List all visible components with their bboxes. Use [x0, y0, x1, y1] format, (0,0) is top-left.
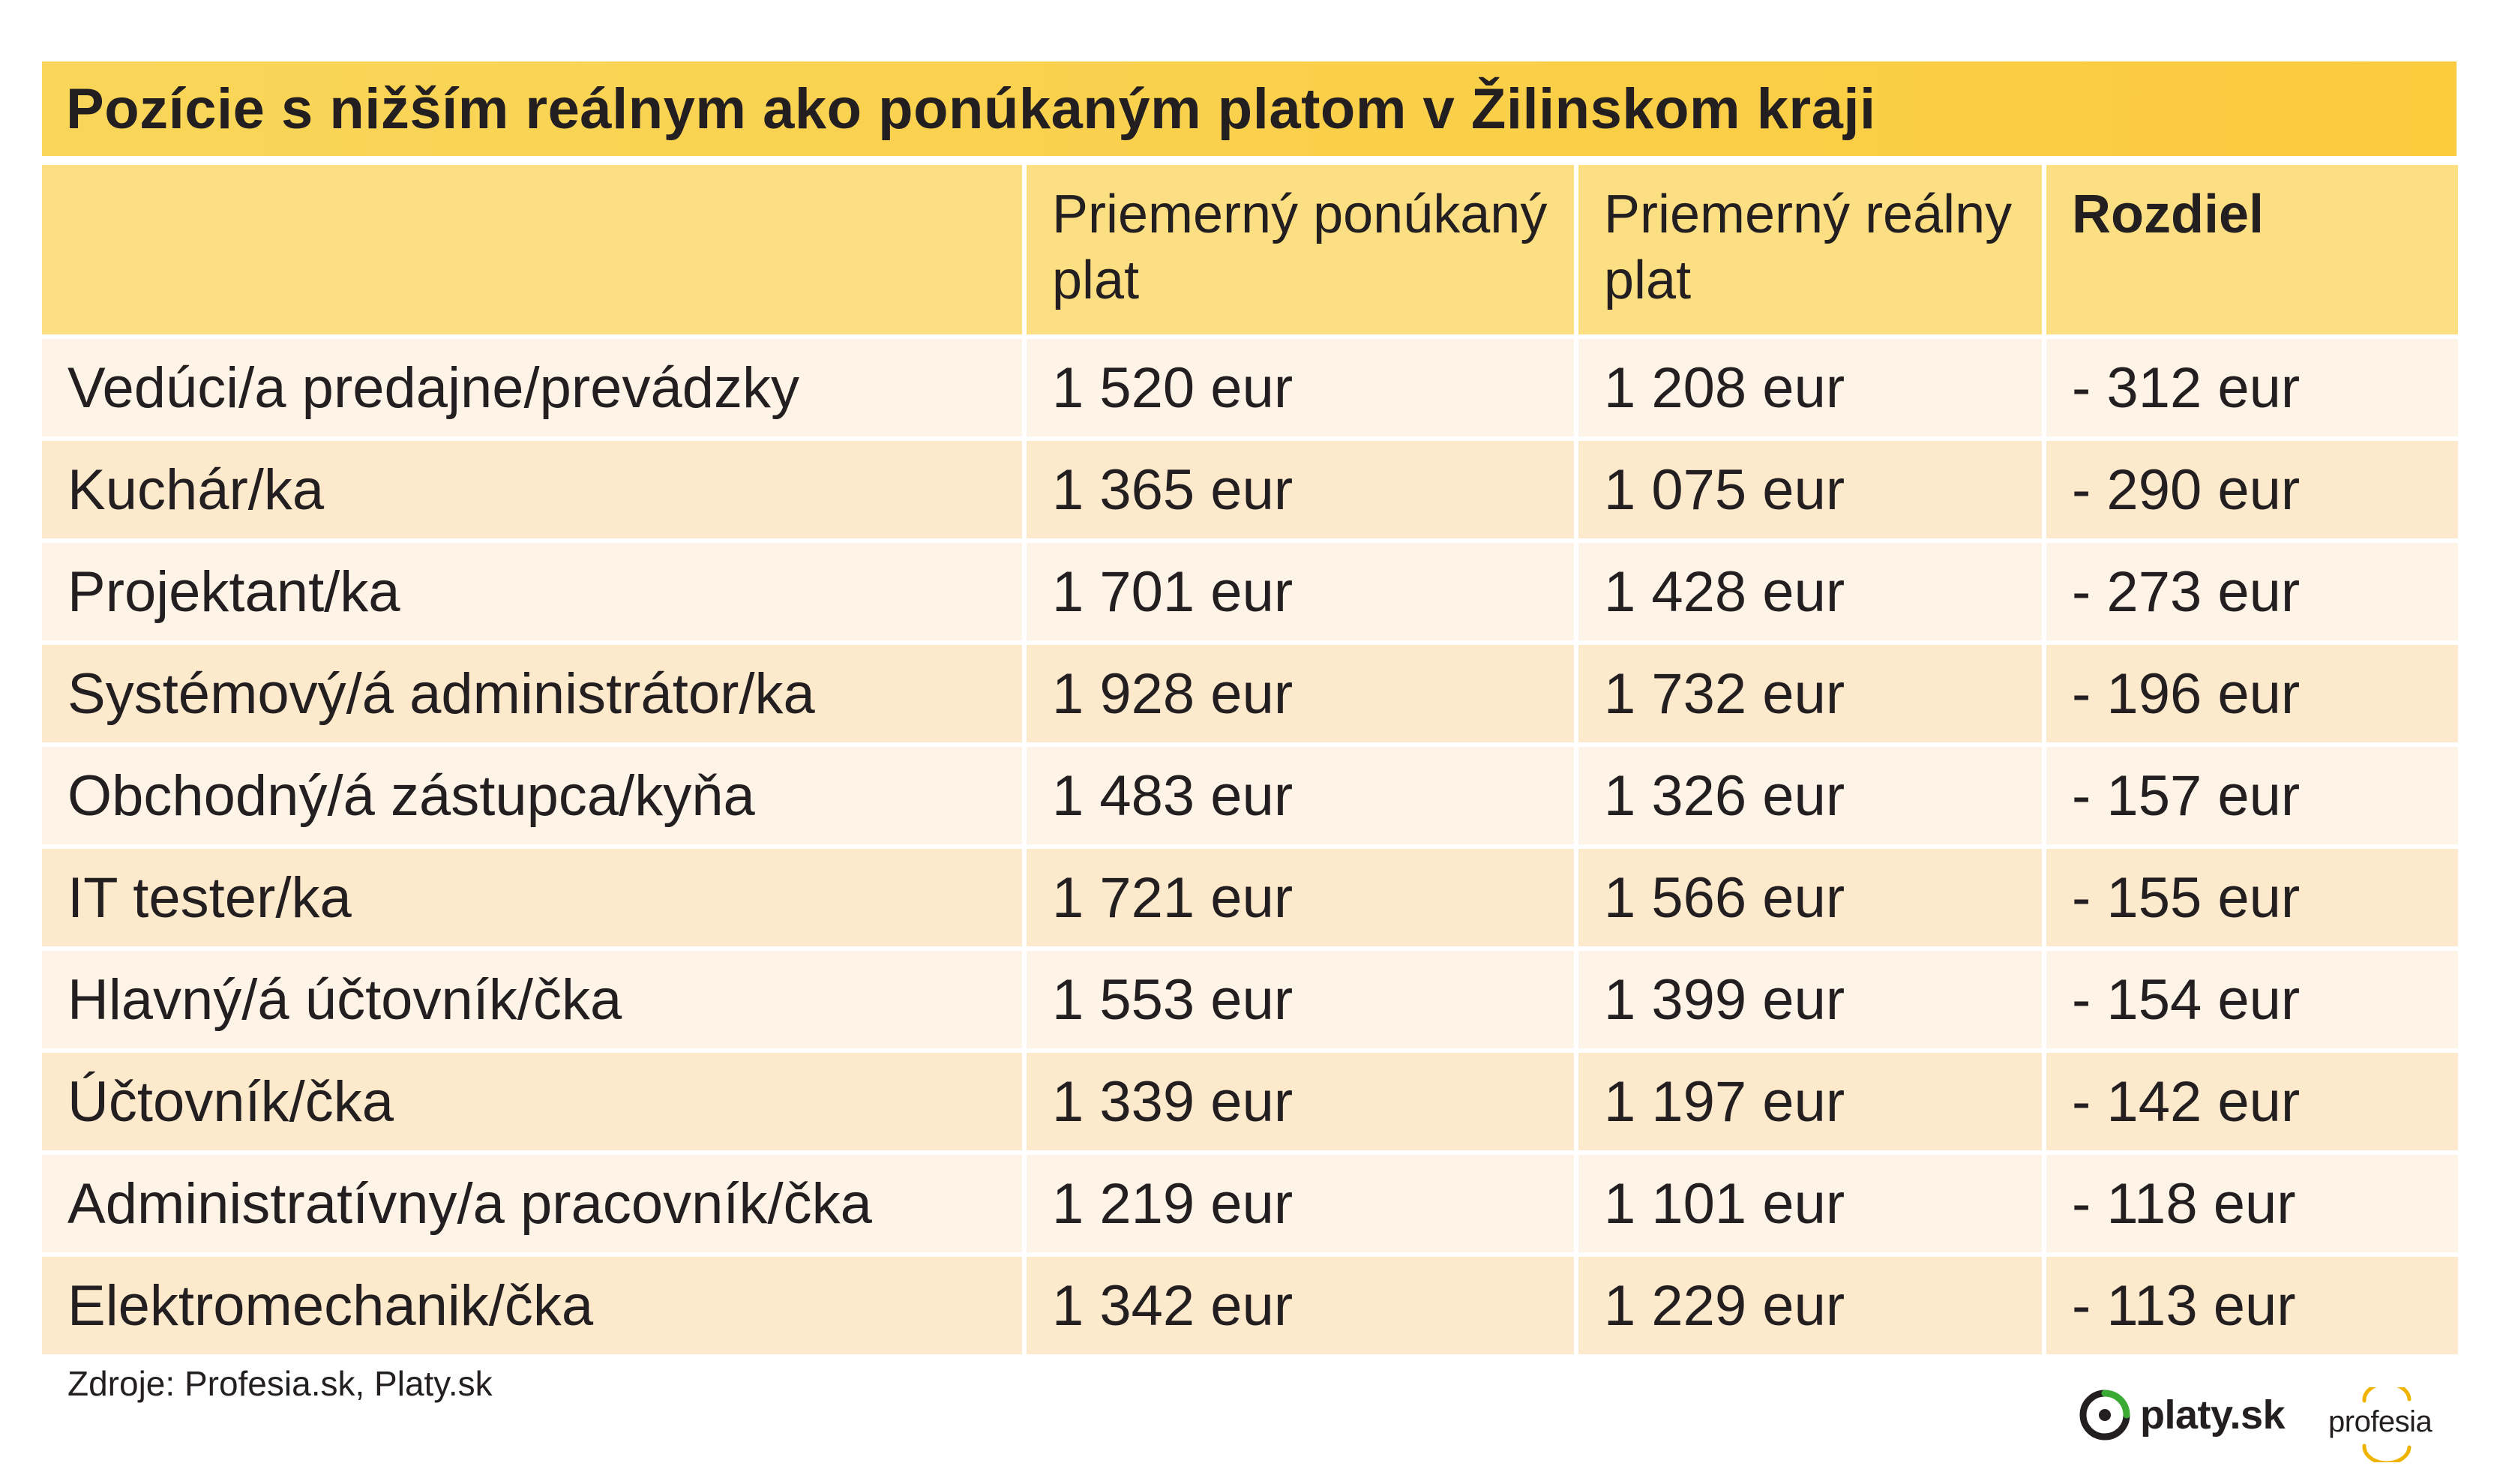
cell-real: 1 101 eur: [1578, 1155, 2042, 1252]
cell-offered: 1 219 eur: [1027, 1155, 1574, 1252]
cell-difference: - 113 eur: [2046, 1257, 2458, 1354]
cell-difference: - 273 eur: [2046, 543, 2458, 640]
cell-difference: - 290 eur: [2046, 441, 2458, 538]
cell-position: Obchodný/á zástupca/kyňa: [42, 747, 1022, 844]
cell-position: IT tester/ka: [42, 849, 1022, 946]
cell-difference: - 154 eur: [2046, 951, 2458, 1048]
table-row: Projektant/ka 1 701 eur 1 428 eur - 273 …: [42, 543, 2458, 640]
cell-position: Elektromechanik/čka: [42, 1257, 1022, 1354]
table-row: Elektromechanik/čka 1 342 eur 1 229 eur …: [42, 1257, 2458, 1354]
cell-offered: 1 520 eur: [1027, 339, 1574, 436]
platy-ring-icon: [2079, 1390, 2130, 1441]
cell-offered: 1 339 eur: [1027, 1053, 1574, 1150]
cell-difference: - 142 eur: [2046, 1053, 2458, 1150]
table-row: Účtovník/čka 1 339 eur 1 197 eur - 142 e…: [42, 1053, 2458, 1150]
cell-offered: 1 365 eur: [1027, 441, 1574, 538]
header-real-salary: Priemerný reálny plat: [1578, 165, 2042, 334]
cell-difference: - 196 eur: [2046, 645, 2458, 742]
cell-difference: - 312 eur: [2046, 339, 2458, 436]
cell-position: Vedúci/a predajne/prevádzky: [42, 339, 1022, 436]
table-row: Systémový/á administrátor/ka 1 928 eur 1…: [42, 645, 2458, 742]
salary-table: Priemerný ponúkaný plat Priemerný reálny…: [37, 160, 2463, 1359]
cell-difference: - 118 eur: [2046, 1155, 2458, 1252]
table-body: Vedúci/a predajne/prevádzky 1 520 eur 1 …: [42, 339, 2458, 1354]
profesia-logo-text: profesia: [2328, 1405, 2433, 1438]
header-offered-salary: Priemerný ponúkaný plat: [1027, 165, 1574, 334]
platy-logo: platy.sk: [2077, 1387, 2286, 1443]
cell-position: Systémový/á administrátor/ka: [42, 645, 1022, 742]
table-row: Kuchár/ka 1 365 eur 1 075 eur - 290 eur: [42, 441, 2458, 538]
profesia-swoosh-icon: [2362, 1387, 2412, 1462]
cell-offered: 1 553 eur: [1027, 951, 1574, 1048]
cell-position: Administratívny/a pracovník/čka: [42, 1155, 1022, 1252]
cell-real: 1 075 eur: [1578, 441, 2042, 538]
cell-position: Kuchár/ka: [42, 441, 1022, 538]
table-row: Hlavný/á účtovník/čka 1 553 eur 1 399 eu…: [42, 951, 2458, 1048]
title-bar: Pozície s nižším reálnym ako ponúkaným p…: [42, 61, 2457, 156]
cell-position: Účtovník/čka: [42, 1053, 1022, 1150]
cell-real: 1 732 eur: [1578, 645, 2042, 742]
cell-offered: 1 701 eur: [1027, 543, 1574, 640]
cell-real: 1 326 eur: [1578, 747, 2042, 844]
header-row: Priemerný ponúkaný plat Priemerný reálny…: [42, 165, 2458, 334]
cell-position: Projektant/ka: [42, 543, 1022, 640]
table-row: Vedúci/a predajne/prevádzky 1 520 eur 1 …: [42, 339, 2458, 436]
cell-real: 1 197 eur: [1578, 1053, 2042, 1150]
table-title: Pozície s nižším reálnym ako ponúkaným p…: [66, 76, 1876, 141]
cell-real: 1 428 eur: [1578, 543, 2042, 640]
table-row: IT tester/ka 1 721 eur 1 566 eur - 155 e…: [42, 849, 2458, 946]
profesia-logo: profesia: [2328, 1387, 2433, 1462]
header-difference: Rozdiel: [2046, 165, 2458, 334]
cell-real: 1 566 eur: [1578, 849, 2042, 946]
cell-real: 1 399 eur: [1578, 951, 2042, 1048]
cell-real: 1 229 eur: [1578, 1257, 2042, 1354]
cell-position: Hlavný/á účtovník/čka: [42, 951, 1022, 1048]
cell-real: 1 208 eur: [1578, 339, 2042, 436]
cell-difference: - 155 eur: [2046, 849, 2458, 946]
header-position: [42, 165, 1022, 334]
source-note: Zdroje: Profesia.sk, Platy.sk: [67, 1364, 493, 1403]
table-row: Administratívny/a pracovník/čka 1 219 eu…: [42, 1155, 2458, 1252]
table-row: Obchodný/á zástupca/kyňa 1 483 eur 1 326…: [42, 747, 2458, 844]
cell-difference: - 157 eur: [2046, 747, 2458, 844]
cell-offered: 1 928 eur: [1027, 645, 1574, 742]
cell-offered: 1 342 eur: [1027, 1257, 1574, 1354]
platy-logo-text: platy.sk: [2140, 1393, 2286, 1438]
cell-offered: 1 721 eur: [1027, 849, 1574, 946]
cell-offered: 1 483 eur: [1027, 747, 1574, 844]
